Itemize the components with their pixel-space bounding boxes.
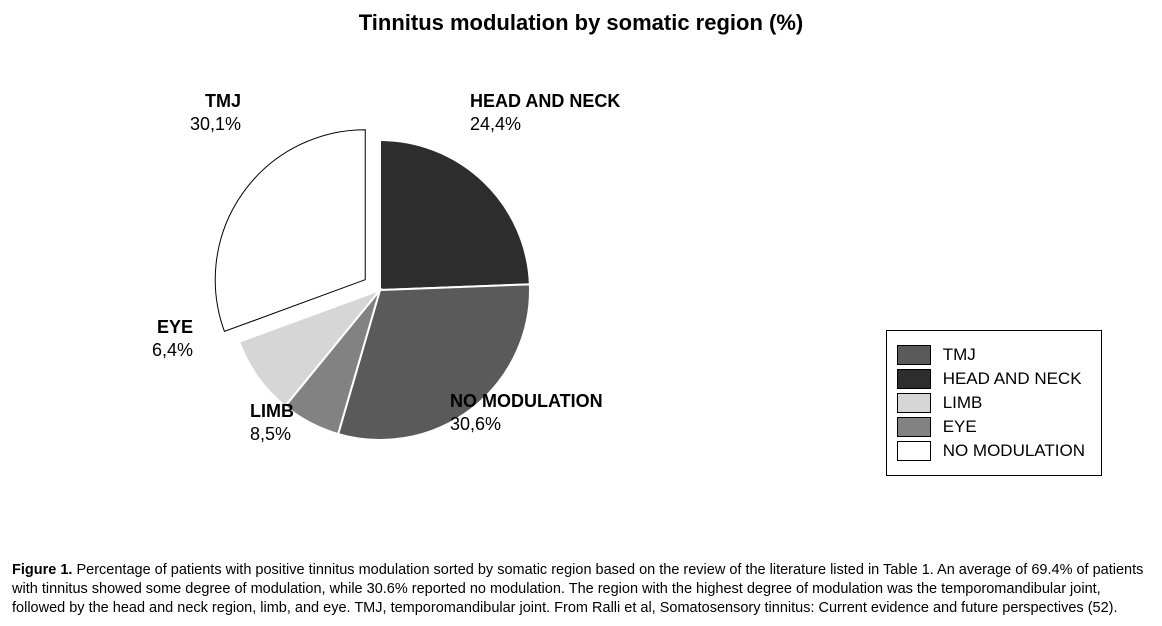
legend-text: EYE <box>943 417 977 437</box>
legend-item-no-modulation: NO MODULATION <box>897 441 1085 461</box>
pie-slice <box>215 130 365 332</box>
slice-pct: 30,6% <box>450 413 603 436</box>
slice-label-eye: EYE 6,4% <box>152 316 193 361</box>
legend-text: LIMB <box>943 393 983 413</box>
legend-swatch <box>897 417 931 437</box>
slice-pct: 30,1% <box>190 113 241 136</box>
slice-name: EYE <box>152 316 193 339</box>
slice-pct: 8,5% <box>250 423 294 446</box>
chart-title: Tinnitus modulation by somatic region (%… <box>0 10 1162 36</box>
legend-swatch <box>897 441 931 461</box>
slice-pct: 24,4% <box>470 113 620 136</box>
slice-name: LIMB <box>250 400 294 423</box>
legend-item-head-and-neck: HEAD AND NECK <box>897 369 1085 389</box>
legend-text: NO MODULATION <box>943 441 1085 461</box>
slice-label-tmj: TMJ 30,1% <box>190 90 241 135</box>
pie-slice <box>380 140 530 290</box>
legend-text: HEAD AND NECK <box>943 369 1082 389</box>
slice-label-no-modulation: NO MODULATION 30,6% <box>450 390 603 435</box>
caption-text: Percentage of patients with positive tin… <box>12 562 1143 616</box>
figure-caption: Figure 1. Percentage of patients with po… <box>12 561 1150 618</box>
legend-item-limb: LIMB <box>897 393 1085 413</box>
slice-name: NO MODULATION <box>450 390 603 413</box>
caption-lead: Figure 1. <box>12 562 72 578</box>
legend: TMJ HEAD AND NECK LIMB EYE NO MODULATION <box>886 330 1102 476</box>
pie-chart: HEAD AND NECK 24,4% TMJ 30,1% EYE 6,4% L… <box>130 80 630 480</box>
slice-pct: 6,4% <box>152 339 193 362</box>
legend-text: TMJ <box>943 345 976 365</box>
slice-label-head-and-neck: HEAD AND NECK 24,4% <box>470 90 620 135</box>
slice-name: HEAD AND NECK <box>470 90 620 113</box>
legend-swatch <box>897 393 931 413</box>
slice-label-limb: LIMB 8,5% <box>250 400 294 445</box>
legend-swatch <box>897 369 931 389</box>
legend-swatch <box>897 345 931 365</box>
legend-item-eye: EYE <box>897 417 1085 437</box>
legend-item-tmj: TMJ <box>897 345 1085 365</box>
slice-name: TMJ <box>190 90 241 113</box>
